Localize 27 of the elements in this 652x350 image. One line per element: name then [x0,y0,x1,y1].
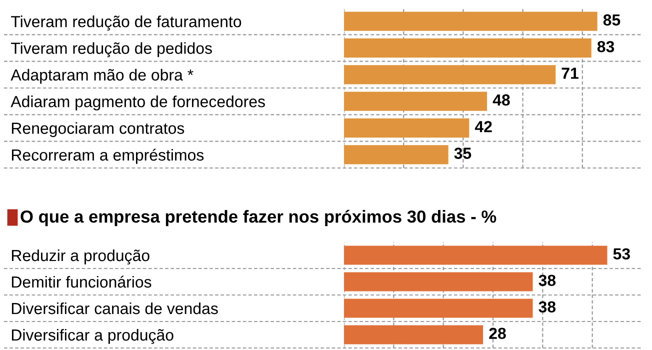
y-tick-label: Tiveram redução de faturamento [11,16,242,31]
bar [344,38,592,58]
data-label: 85 [603,14,620,26]
y-tick-label: Diversificar a produção [12,328,174,344]
bar [344,92,488,111]
bar [344,12,598,31]
y-tick-label: Renegociaram contratos [12,122,184,138]
y-tick-label: Adiaram pagmento de fornecedores [10,96,265,110]
y-tick-label: Adaptaram mão de obra * [10,68,194,84]
bar [344,65,556,84]
data-label: 35 [454,148,472,159]
data-label: 28 [489,328,506,340]
data-label: 38 [538,301,556,313]
bar [344,145,448,164]
data-label: 53 [613,248,630,260]
y-tick-label: Tiveram redução de pedidos [11,42,212,58]
chart-title: O que a empresa pretende fazer nos próximos 30 dias - % [20,210,496,226]
y-tick-label: Demitir funcionários [12,276,152,288]
data-label: 38 [538,274,556,286]
data-label: 83 [597,40,614,52]
data-label: 71 [562,68,578,79]
data-label: 42 [474,120,492,132]
y-tick-label: Diversificar canais de vendas [12,302,218,314]
data-label: 48 [492,94,510,106]
y-tick-label: Reduzir a produção [12,249,150,264]
y-tick-label: Recorreram a empréstimos [12,148,204,164]
bar [344,118,470,138]
